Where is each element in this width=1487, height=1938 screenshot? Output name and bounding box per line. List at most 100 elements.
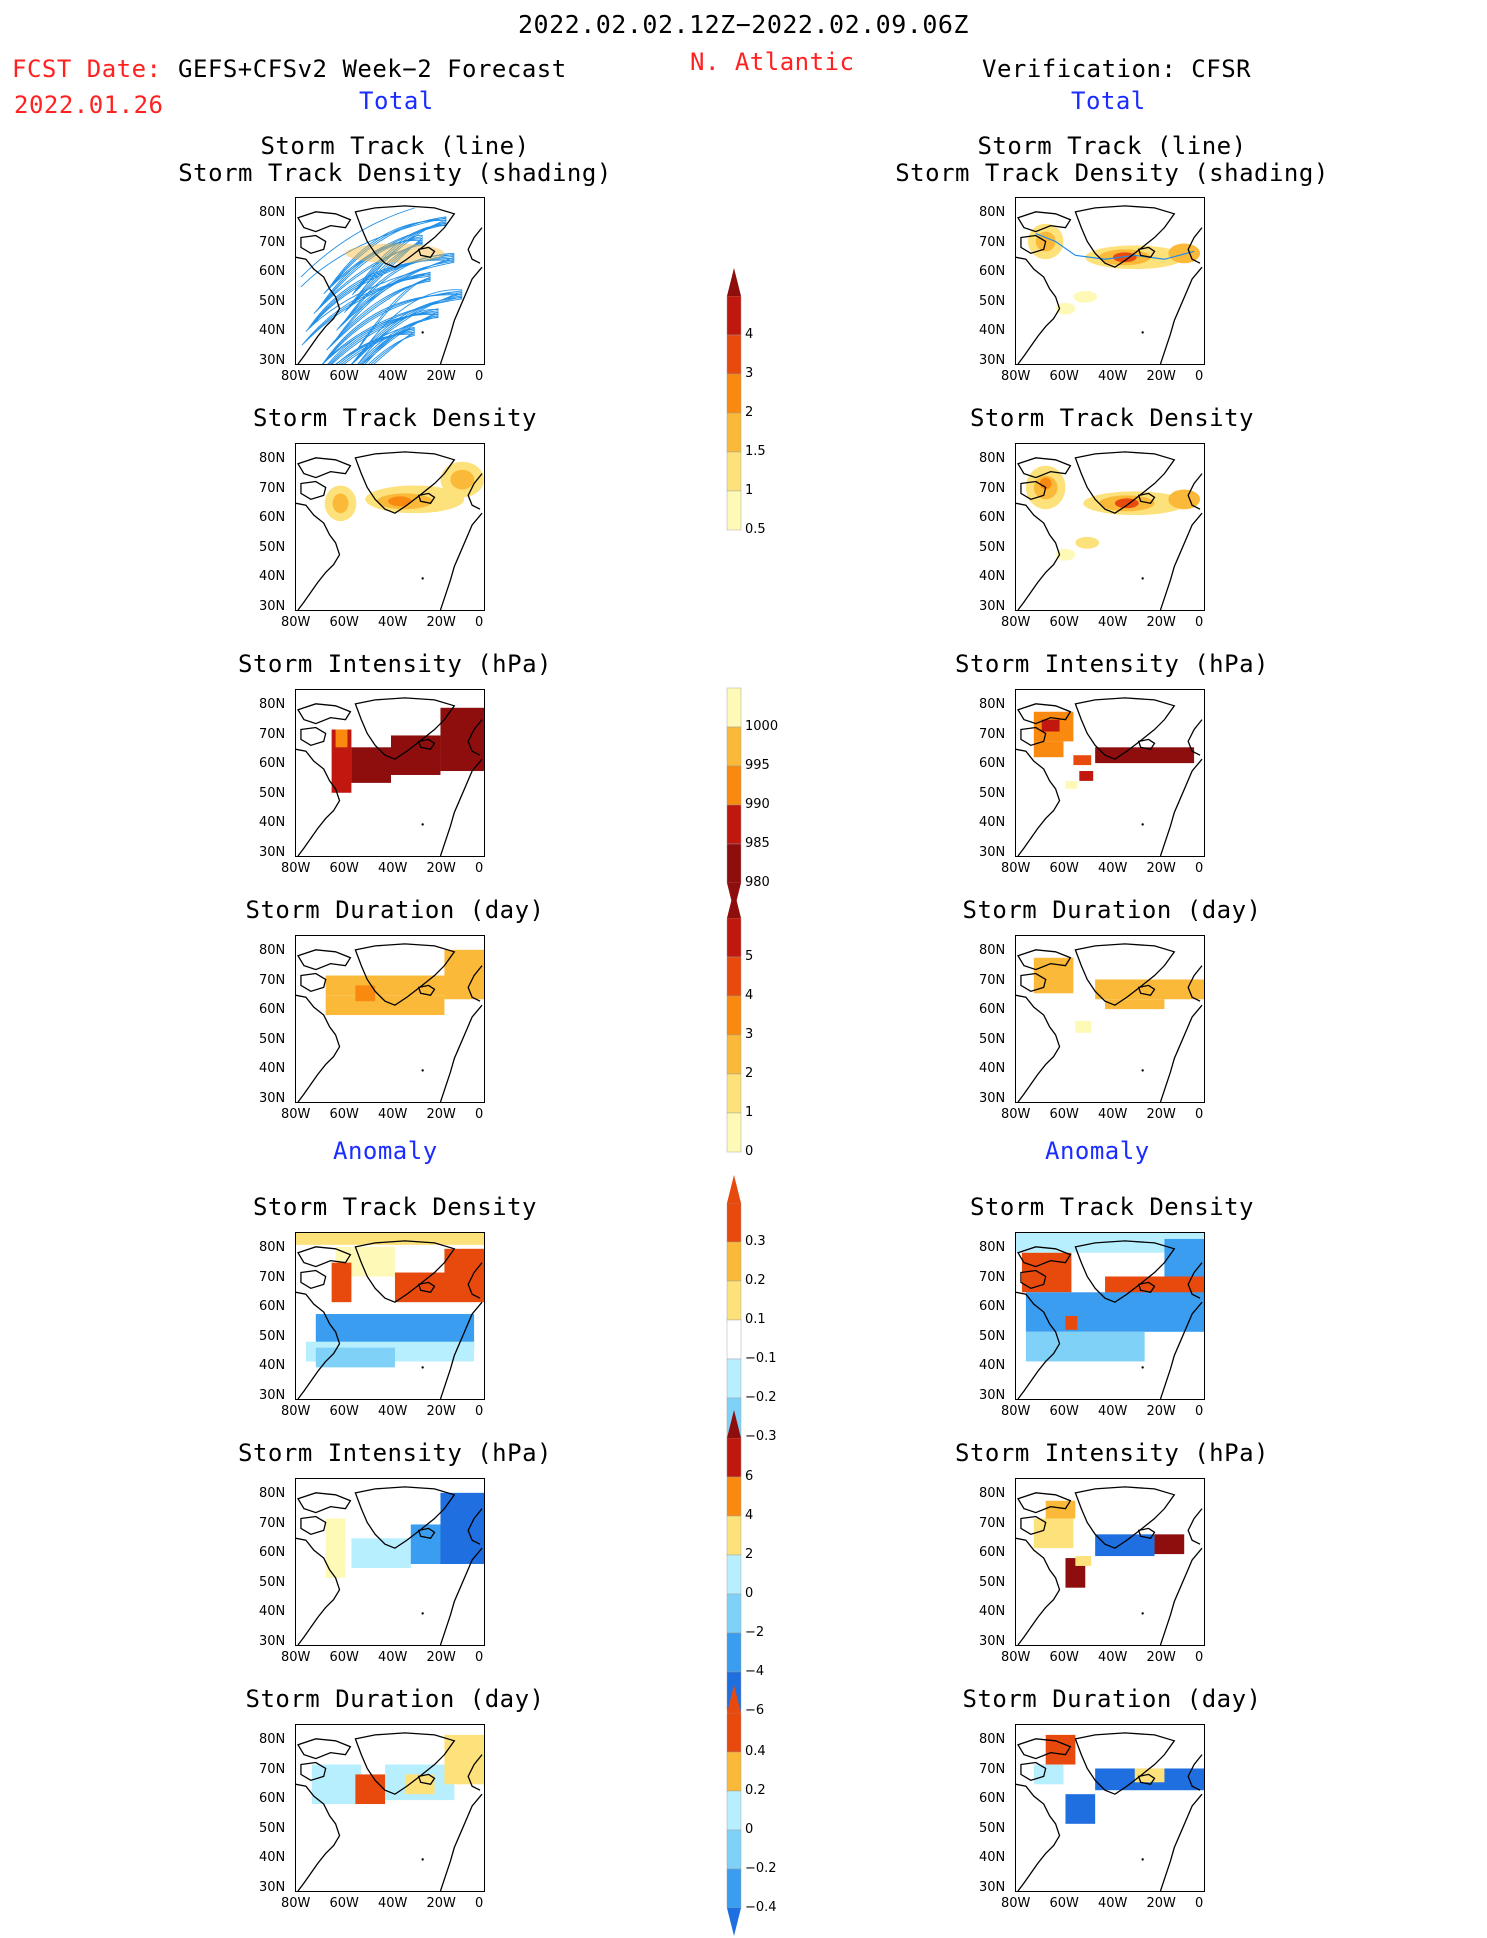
- coastline-6: [467, 227, 483, 264]
- storm-track-line: [317, 239, 423, 310]
- lon-tick-label: 80W: [1001, 861, 1031, 876]
- coastline-1: [297, 1738, 352, 1760]
- lat-tick-label: 80N: [259, 697, 286, 712]
- panel-title: Storm Track Density (shading): [178, 159, 612, 187]
- density-colorbar: [726, 268, 742, 531]
- colorbar-label: 5: [745, 949, 754, 964]
- lon-tick-label: 20W: [1146, 1896, 1176, 1911]
- coastline-2: [300, 972, 327, 993]
- lat-tick-label: 70N: [259, 1761, 286, 1777]
- coastline-5: [439, 266, 483, 364]
- lon-tick-label: 40W: [378, 369, 408, 384]
- lon-tick-label: 40W: [378, 1896, 408, 1911]
- lon-tick-label: 80W: [1001, 1404, 1031, 1419]
- storm-track-line: [326, 290, 463, 361]
- coastline-2: [1020, 234, 1047, 255]
- colorbar-label: 0: [745, 1586, 754, 1601]
- grid-cell: [1065, 780, 1078, 789]
- coastline-2: [300, 234, 327, 255]
- colorbar-label: 4: [745, 988, 754, 1003]
- map-canvas: [1016, 1233, 1204, 1399]
- grid-cell: [404, 1774, 435, 1795]
- verification-aDur-map: [1015, 1724, 1205, 1892]
- colorbar-label: 3: [745, 366, 754, 381]
- lat-tick-label: 50N: [979, 539, 1006, 555]
- colorbar-arrow-top: [727, 1410, 741, 1438]
- lat-tick-label: 30N: [259, 1633, 286, 1649]
- coastline-1: [1017, 1492, 1072, 1514]
- lon-tick-label: 80W: [1001, 1650, 1031, 1665]
- coastline-3: [1016, 1537, 1061, 1645]
- lon-tick-label: 20W: [1146, 1107, 1176, 1122]
- lon-tick-label: 60W: [329, 1107, 359, 1122]
- lon-tick-label: 40W: [378, 1650, 408, 1665]
- lat-tick-label: 70N: [979, 1515, 1006, 1531]
- coastline-2: [1020, 1515, 1047, 1536]
- colorbar-label: 0.1: [745, 1312, 766, 1327]
- lat-tick-label: 30N: [979, 598, 1006, 614]
- lat-tick-label: 70N: [979, 234, 1006, 250]
- colorbar-segment: [726, 687, 742, 728]
- coastline-3: [1016, 1291, 1061, 1399]
- colorbar-label: 1000: [745, 719, 779, 734]
- map-canvas: [296, 1233, 484, 1399]
- lat-tick-label: 70N: [259, 1515, 286, 1531]
- lon-tick-label: 60W: [329, 615, 359, 630]
- fcst-date-value: 2022.01.26: [14, 91, 164, 119]
- island-dot: [1141, 1069, 1144, 1072]
- lat-tick-label: 40N: [259, 1850, 286, 1865]
- storm-track-line: [350, 237, 423, 308]
- colorbar-segment: [726, 917, 742, 958]
- fcst-date-label: FCST Date:: [12, 55, 162, 83]
- colorbar-segment: [726, 490, 742, 531]
- duration-colorbar: [726, 890, 742, 1153]
- colorbar-segment: [726, 373, 742, 414]
- coastline-5: [439, 1301, 483, 1399]
- lat-tick-label: 50N: [259, 1328, 286, 1344]
- lat-tick-label: 30N: [259, 844, 286, 860]
- coastline-3: [1016, 748, 1061, 856]
- island-dot: [1141, 1612, 1144, 1615]
- lat-tick-label: 60N: [979, 510, 1006, 525]
- storm-track-line: [300, 217, 447, 288]
- coastline-4: [417, 246, 436, 258]
- storm-track-line: [362, 311, 439, 364]
- island-dot: [1141, 1366, 1144, 1369]
- grid-cell: [1095, 1534, 1155, 1557]
- lat-tick-label: 40N: [259, 1358, 286, 1373]
- lon-tick-label: 0: [475, 1107, 484, 1122]
- coastline-2: [300, 1515, 327, 1536]
- density-blob: [345, 243, 445, 264]
- grid-cell: [1045, 1734, 1076, 1765]
- forecast-dens-map: [295, 443, 485, 611]
- lat-tick-label: 40N: [979, 323, 1006, 338]
- lon-tick-label: 60W: [1049, 1650, 1079, 1665]
- forecast-period-title: 2022.02.02.12Z−2022.02.09.06Z: [518, 10, 969, 39]
- colorbar-label: 995: [745, 758, 770, 773]
- density-blob: [1073, 290, 1098, 303]
- colorbar-label: 985: [745, 836, 770, 851]
- lat-tick-label: 40N: [259, 323, 286, 338]
- coastline-1: [1017, 457, 1072, 479]
- lat-tick-label: 50N: [979, 785, 1006, 801]
- lat-tick-label: 80N: [979, 1240, 1006, 1255]
- verification-int-map: [1015, 689, 1205, 857]
- coastline-2: [1020, 1761, 1047, 1782]
- panel-title: Storm Track (line): [977, 132, 1247, 160]
- panel-title: Storm Track Density: [252, 1193, 538, 1221]
- storm-track-line: [336, 333, 415, 364]
- verification-aInt-map: [1015, 1478, 1205, 1646]
- panel-title: Storm Track (line): [260, 132, 530, 160]
- lon-tick-label: 20W: [1146, 615, 1176, 630]
- lat-tick-label: 50N: [259, 293, 286, 309]
- colorbar-segment: [726, 1358, 742, 1399]
- island-dot: [421, 1858, 424, 1861]
- lat-tick-label: 80N: [259, 1732, 286, 1747]
- grid-cell: [355, 1774, 386, 1805]
- lat-tick-label: 40N: [979, 1604, 1006, 1619]
- grid-cell: [1021, 1252, 1072, 1293]
- region-label: N. Atlantic: [690, 48, 855, 76]
- grid-cell: [351, 1538, 411, 1568]
- colorbar-label: 1.5: [745, 444, 766, 459]
- lon-tick-label: 80W: [1001, 1896, 1031, 1911]
